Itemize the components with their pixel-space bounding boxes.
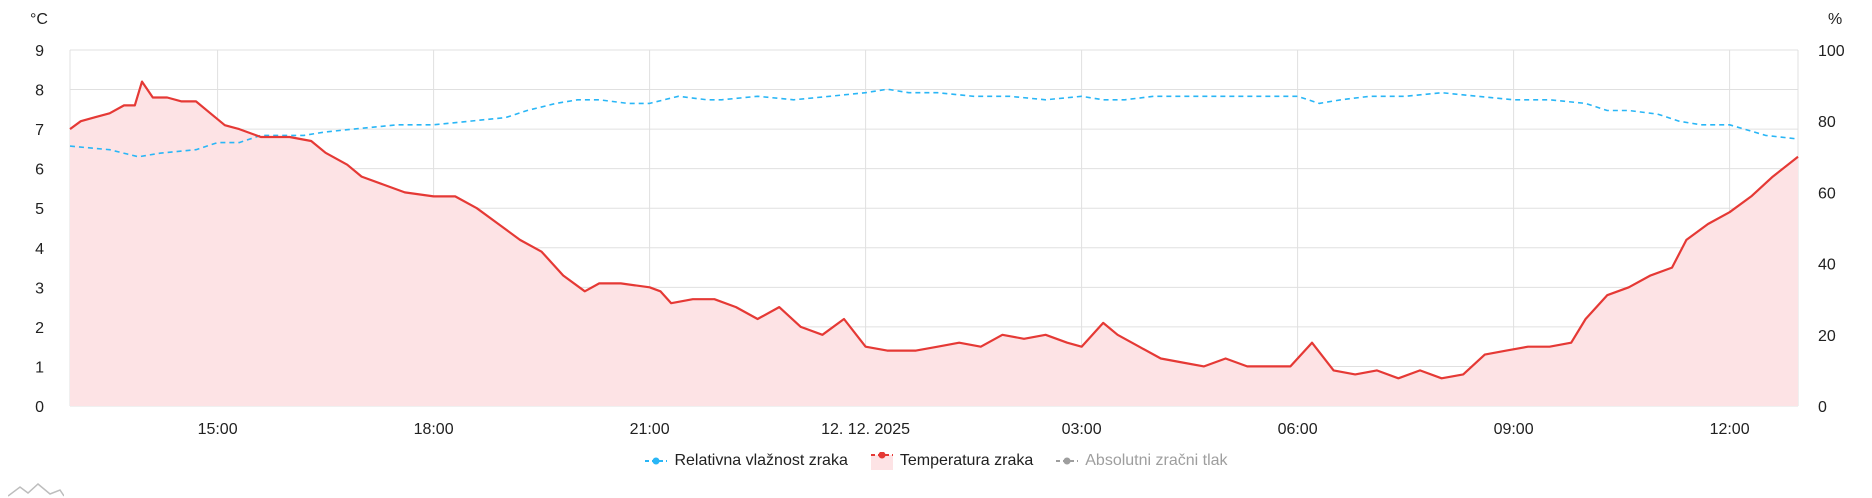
chart-legend: Relativna vlažnost zraka Temperatura zra… bbox=[0, 452, 1872, 470]
legend-item-temperature[interactable]: Temperatura zraka bbox=[870, 452, 1033, 470]
humidity-series-line bbox=[69, 88, 1799, 158]
temperature-series-line bbox=[69, 80, 1799, 380]
right-tick-label: 60 bbox=[1818, 185, 1836, 202]
pressure-legend-icon bbox=[1056, 457, 1079, 465]
left-axis-unit: °C bbox=[30, 11, 48, 28]
legend-label-temperature: Temperatura zraka bbox=[899, 452, 1034, 469]
left-tick-label: 1 bbox=[35, 359, 44, 376]
left-tick-label: 4 bbox=[35, 241, 44, 258]
axis-labels: °C % 0 1 2 3 4 5 6 7 8 9 0 20 40 60 80 100 15:00 18:00 21:… bbox=[30, 11, 1845, 438]
x-tick-label: 03:00 bbox=[1062, 421, 1102, 438]
left-tick-label: 6 bbox=[35, 162, 44, 179]
x-tick-label: 12. 12. 2025 bbox=[821, 421, 910, 438]
legend-item-pressure[interactable]: Absolutni zračni tlak bbox=[1055, 452, 1228, 470]
humidity-legend-icon bbox=[645, 457, 668, 465]
left-tick-label: 5 bbox=[35, 201, 44, 218]
right-tick-label: 100 bbox=[1818, 43, 1845, 60]
x-tick-label: 06:00 bbox=[1278, 421, 1318, 438]
left-tick-label: 7 bbox=[35, 122, 44, 139]
right-tick-label: 20 bbox=[1818, 328, 1836, 345]
right-tick-label: 40 bbox=[1818, 257, 1836, 274]
chart-area[interactable]: °C % 0 1 2 3 4 5 6 7 8 9 0 20 40 60 80 100 15:00 18:00 21:… bbox=[0, 0, 1872, 460]
mountain-logo-icon bbox=[8, 483, 64, 497]
right-tick-label: 80 bbox=[1818, 114, 1836, 131]
left-tick-label: 9 bbox=[35, 43, 44, 60]
temperature-area-fill bbox=[70, 81, 1798, 406]
legend-item-humidity[interactable]: Relativna vlažnost zraka bbox=[644, 452, 848, 470]
x-tick-label: 21:00 bbox=[630, 421, 670, 438]
left-tick-label: 0 bbox=[35, 399, 44, 416]
right-tick-label: 0 bbox=[1818, 399, 1827, 416]
x-tick-label: 12:00 bbox=[1710, 421, 1750, 438]
temperature-fill-area bbox=[70, 81, 1798, 406]
temperature-legend-icon bbox=[870, 452, 893, 470]
legend-label-humidity: Relativna vlažnost zraka bbox=[674, 452, 848, 469]
x-tick-label: 18:00 bbox=[414, 421, 454, 438]
left-tick-label: 8 bbox=[35, 83, 44, 100]
legend-label-pressure: Absolutni zračni tlak bbox=[1085, 452, 1228, 469]
x-tick-label: 15:00 bbox=[198, 421, 238, 438]
left-tick-label: 3 bbox=[35, 280, 44, 297]
left-tick-label: 2 bbox=[35, 320, 44, 337]
right-axis-unit: % bbox=[1828, 11, 1842, 28]
series-lines bbox=[69, 80, 1799, 380]
x-tick-label: 09:00 bbox=[1494, 421, 1534, 438]
